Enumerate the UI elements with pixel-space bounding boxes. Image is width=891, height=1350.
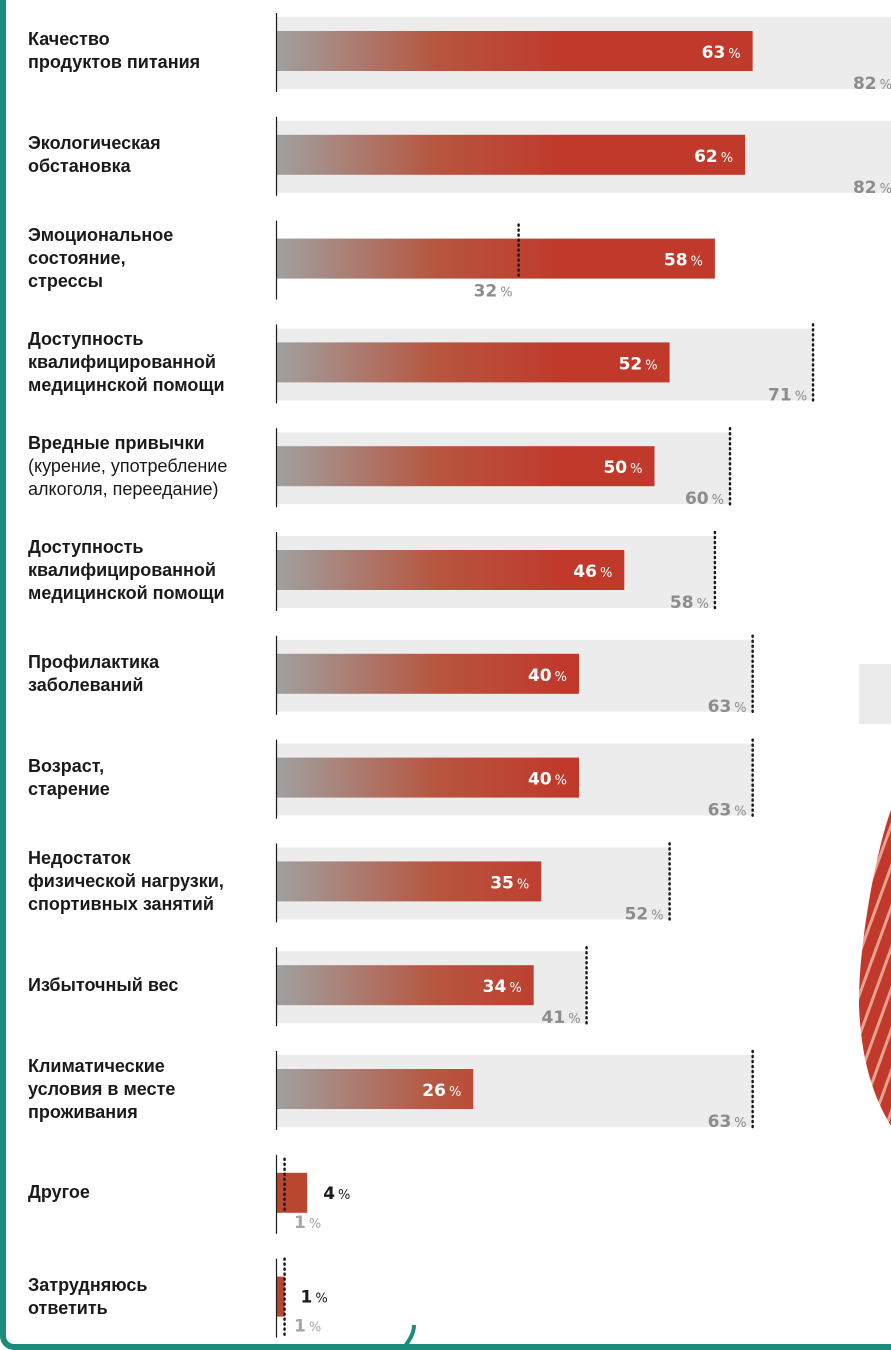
comparison-label: 41% [542, 1008, 581, 1028]
category-label-line: заболеваний [28, 674, 144, 695]
value-bar [277, 1276, 285, 1317]
comparison-label: 1% [294, 1317, 321, 1337]
category-label-line: обстановка [28, 155, 131, 176]
comparison-label: 58% [670, 593, 709, 613]
category-label-line: Избыточный вес [28, 974, 179, 995]
comparison-label: 82% [853, 178, 891, 198]
category-label-line: Другое [28, 1182, 90, 1203]
data-label: 35% [490, 873, 529, 893]
comparison-label: 32% [474, 282, 513, 302]
category-label-line: ответить [28, 1297, 108, 1318]
value-bar [277, 757, 579, 798]
value-bar [277, 238, 715, 279]
value-bar [277, 1172, 308, 1213]
category-label: Климатические условия в месте проживания [28, 1055, 273, 1124]
data-label: 34% [483, 977, 522, 997]
category-label: Другое [28, 1181, 273, 1204]
data-label: 46% [573, 562, 612, 582]
data-label: 52% [619, 354, 658, 374]
decorative-leaf-graphic [858, 809, 891, 1126]
category-label: Вредные привычки (курение, употребление ал… [28, 432, 273, 501]
value-bar [277, 653, 579, 694]
comparison-label: 82% [853, 74, 891, 94]
category-label-line: медицинской помощи [28, 582, 225, 603]
data-label: 40% [528, 770, 567, 790]
category-label-line: продуктов питания [28, 52, 201, 72]
comparison-label: 63% [708, 1112, 747, 1132]
category-label-line: стрессы [28, 271, 103, 292]
value-bar [277, 342, 670, 383]
value-bar [277, 965, 534, 1006]
comparison-label: 1% [294, 1213, 321, 1233]
category-label-note: алкоголя, переедание) [28, 478, 219, 499]
value-bar [277, 31, 753, 71]
category-label-note: (курение, употребление [28, 455, 228, 476]
category-label-line: Качество [28, 29, 110, 49]
category-label-line: Эмоциональное [28, 225, 174, 246]
category-label: Профилактика заболеваний [28, 651, 273, 697]
category-label-line: физической нагрузки, [28, 870, 224, 891]
decorative-tick [404, 1325, 416, 1347]
category-label: Недостаток физической нагрузки, спортивных… [28, 847, 273, 916]
category-label-line: условия в месте [28, 1078, 176, 1099]
category-label: Доступность квалифицированной медицинской … [28, 536, 273, 605]
comparison-label: 63% [708, 801, 747, 821]
category-label-line: Экологическая [28, 132, 161, 153]
category-label-line: проживания [28, 1101, 138, 1122]
comparison-label: 52% [625, 904, 664, 924]
data-label: 1% [301, 1288, 328, 1308]
category-label: Избыточный вес [28, 974, 273, 997]
data-label: 40% [528, 666, 567, 686]
category-label-line: Доступность [28, 536, 144, 557]
category-label-line: медицинской помощи [28, 374, 225, 395]
category-label-line: старение [28, 778, 110, 799]
chart-svg: 63 % 82 % 62 % 82 % 58 % 32 % 52 % 71 % 50 % 60 % 46 % 58 % 40 % 6… [275, 13, 891, 1339]
category-label-line: Затрудняюсь [28, 1274, 148, 1295]
data-label: 26% [422, 1081, 461, 1101]
category-label-line: Профилактика [28, 651, 160, 672]
category-label-line: спортивных занятий [28, 893, 214, 914]
comparison-label: 71% [768, 385, 807, 405]
data-label: 63% [702, 43, 741, 63]
category-label-line: Климатические [28, 1055, 165, 1076]
value-bar [277, 134, 746, 175]
category-label-line: состояние, [28, 248, 126, 269]
category-label: Экологическая обстановка [28, 132, 273, 178]
category-label: Доступность квалифицированной медицинской … [28, 328, 273, 397]
data-label: 4% [323, 1184, 350, 1204]
category-label: Затрудняюсь ответить [28, 1274, 273, 1320]
category-label-line: Возраст, [28, 755, 105, 776]
comparison-label: 63% [708, 697, 747, 717]
category-label-line: квалифицированной [28, 351, 216, 372]
decorative-grey-box [859, 664, 891, 724]
category-label: Качество продуктов питания [28, 28, 273, 74]
category-label: Эмоциональное состояние, стрессы [28, 224, 273, 293]
value-bar [277, 861, 542, 902]
chart-marks: 63 % 82 % 62 % 82 % 58 % 32 % 52 % 71 % 50 % 60 % 46 % 58 % 40 % 6… [275, 13, 891, 1339]
data-label: 62% [694, 147, 733, 167]
data-label: 58% [664, 251, 703, 271]
category-label-line: Доступность [28, 328, 144, 349]
category-label: Возраст, старение [28, 755, 273, 801]
category-label-line: Вредные привычки [28, 432, 205, 453]
category-label-line: Недостаток [28, 847, 131, 868]
value-bar [277, 1069, 474, 1109]
comparison-label: 60% [685, 489, 724, 509]
category-label-line: квалифицированной [28, 559, 216, 580]
data-label: 50% [603, 458, 642, 478]
value-bar [277, 446, 655, 487]
value-bar [277, 550, 625, 590]
